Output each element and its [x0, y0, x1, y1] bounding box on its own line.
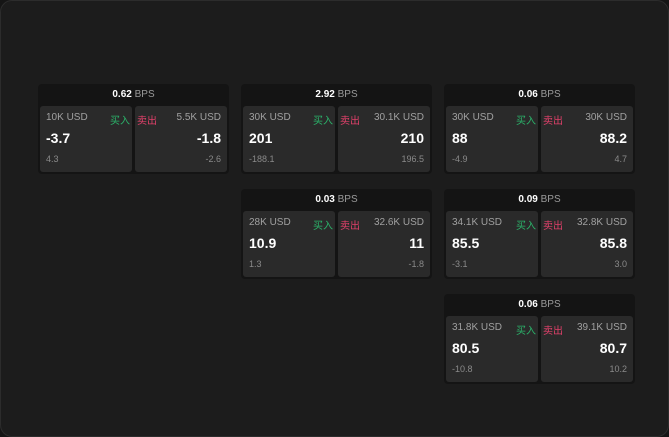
bid-change: -188.1	[249, 154, 275, 164]
quote-card: 2.92 BPS 30K USD 买入 201 -188.1 卖出 30.1K …	[241, 84, 432, 174]
ask-change: -2.6	[205, 154, 221, 164]
buy-panel[interactable]: 34.1K USD 买入 85.5 -3.1	[446, 211, 538, 277]
quote-card: 0.06 BPS 31.8K USD 买入 80.5 -10.8 卖出 39.1…	[444, 294, 635, 384]
ask-price: 80.7	[599, 340, 627, 356]
buy-panel[interactable]: 30K USD 买入 88 -4.9	[446, 106, 538, 172]
spread-value: 0.06	[518, 89, 538, 100]
quote-card: 0.62 BPS 10K USD 买入 -3.7 4.3 卖出 5.5K USD…	[38, 84, 229, 174]
spread-header: 0.03 BPS	[241, 189, 432, 210]
bid-size: 30K USD	[452, 112, 494, 123]
bid-change: 4.3	[46, 154, 59, 164]
sell-panel[interactable]: 卖出 5.5K USD -1.8 -2.6	[135, 106, 227, 172]
spread-value: 2.92	[315, 89, 335, 100]
bid-size: 28K USD	[249, 217, 291, 228]
sell-label[interactable]: 卖出	[543, 326, 563, 337]
spread-unit: BPS	[540, 299, 561, 310]
bid-size: 10K USD	[46, 112, 88, 123]
sell-panel[interactable]: 卖出 30K USD 88.2 4.7	[541, 106, 633, 172]
buy-label[interactable]: 买入	[110, 116, 130, 127]
bid-price: 85.5	[452, 235, 480, 251]
ask-change: 3.0	[614, 259, 627, 269]
ask-change: 4.7	[614, 154, 627, 164]
sell-panel[interactable]: 卖出 32.8K USD 85.8 3.0	[541, 211, 633, 277]
buy-panel[interactable]: 31.8K USD 买入 80.5 -10.8	[446, 316, 538, 382]
bid-price: -3.7	[46, 130, 71, 146]
bid-change: -10.8	[452, 364, 473, 374]
sell-label[interactable]: 卖出	[543, 221, 563, 232]
quote-card: 0.03 BPS 28K USD 买入 10.9 1.3 卖出 32.6K US…	[241, 189, 432, 279]
bid-price: 88	[452, 130, 468, 146]
spread-unit: BPS	[337, 89, 358, 100]
ask-size: 32.8K USD	[576, 217, 627, 228]
sell-label[interactable]: 卖出	[340, 116, 360, 127]
ask-size: 30.1K USD	[373, 112, 424, 123]
bid-change: -4.9	[452, 154, 468, 164]
ask-change: 10.2	[609, 364, 627, 374]
spread-header: 0.06 BPS	[444, 294, 635, 315]
ask-size: 39.1K USD	[576, 322, 627, 333]
ask-price: 88.2	[599, 130, 627, 146]
bid-price: 80.5	[452, 340, 480, 356]
buy-label[interactable]: 买入	[516, 116, 536, 127]
buy-label[interactable]: 买入	[516, 221, 536, 232]
sell-label[interactable]: 卖出	[543, 116, 563, 127]
quote-card: 0.09 BPS 34.1K USD 买入 85.5 -3.1 卖出 32.8K…	[444, 189, 635, 279]
buy-label[interactable]: 买入	[516, 326, 536, 337]
bid-size: 31.8K USD	[452, 322, 503, 333]
bid-change: -3.1	[452, 259, 468, 269]
spread-header: 0.62 BPS	[38, 84, 229, 105]
buy-label[interactable]: 买入	[313, 221, 333, 232]
spread-header: 2.92 BPS	[241, 84, 432, 105]
buy-panel[interactable]: 10K USD 买入 -3.7 4.3	[40, 106, 132, 172]
sell-label[interactable]: 卖出	[137, 116, 157, 127]
spread-header: 0.09 BPS	[444, 189, 635, 210]
bid-price: 10.9	[249, 235, 277, 251]
spread-value: 0.03	[315, 194, 335, 205]
spread-value: 0.06	[518, 299, 538, 310]
spread-value: 0.09	[518, 194, 538, 205]
ask-price: 85.8	[599, 235, 627, 251]
spread-header: 0.06 BPS	[444, 84, 635, 105]
ask-price: 210	[400, 130, 424, 146]
buy-panel[interactable]: 28K USD 买入 10.9 1.3	[243, 211, 335, 277]
spread-unit: BPS	[540, 89, 561, 100]
bid-change: 1.3	[249, 259, 262, 269]
sell-panel[interactable]: 卖出 30.1K USD 210 196.5	[338, 106, 430, 172]
sell-label[interactable]: 卖出	[340, 221, 360, 232]
ask-change: -1.8	[408, 259, 424, 269]
spread-unit: BPS	[337, 194, 358, 205]
spread-unit: BPS	[540, 194, 561, 205]
ask-size: 30K USD	[585, 112, 627, 123]
spread-value: 0.62	[112, 89, 132, 100]
sell-panel[interactable]: 卖出 39.1K USD 80.7 10.2	[541, 316, 633, 382]
buy-panel[interactable]: 30K USD 买入 201 -188.1	[243, 106, 335, 172]
ask-change: 196.5	[401, 154, 424, 164]
spread-unit: BPS	[134, 89, 155, 100]
buy-label[interactable]: 买入	[313, 116, 333, 127]
ask-price: -1.8	[196, 130, 221, 146]
ask-size: 32.6K USD	[373, 217, 424, 228]
bid-price: 201	[249, 130, 273, 146]
sell-panel[interactable]: 卖出 32.6K USD 11 -1.8	[338, 211, 430, 277]
ask-size: 5.5K USD	[176, 112, 221, 123]
bid-size: 30K USD	[249, 112, 291, 123]
quote-card: 0.06 BPS 30K USD 买入 88 -4.9 卖出 30K USD 8…	[444, 84, 635, 174]
bid-size: 34.1K USD	[452, 217, 503, 228]
ask-price: 11	[409, 235, 424, 251]
